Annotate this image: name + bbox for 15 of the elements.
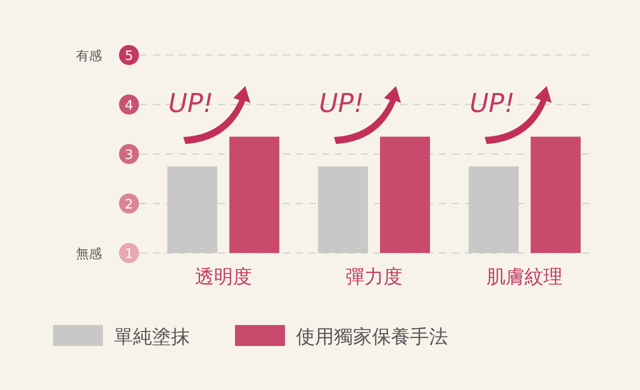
text: 無感 xyxy=(76,247,102,262)
annotation: UP! xyxy=(470,89,515,119)
annotation: UP! xyxy=(319,89,364,119)
x-tick-label: 肌膚紋理 xyxy=(486,266,563,288)
y-tick-label: 5 xyxy=(124,49,134,64)
legend-label: 使用獨家保養手法 xyxy=(296,326,448,348)
y-tick-label: 2 xyxy=(124,198,134,212)
y-tick-label: 4 xyxy=(124,98,134,114)
y-tick-label: 3 xyxy=(124,148,134,163)
y-tick-label: 1 xyxy=(124,247,134,262)
annotation: UP! xyxy=(168,89,214,119)
x-tick-label: 透明度 xyxy=(194,266,252,288)
x-tick-label: 彈力度 xyxy=(346,266,402,288)
legend-label: 單純塗抹 xyxy=(114,326,190,348)
text: 有感 xyxy=(76,49,102,64)
